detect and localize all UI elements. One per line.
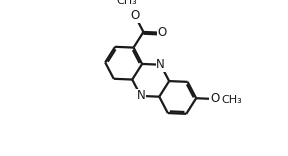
Text: N: N [156,58,165,71]
Text: O: O [210,93,219,105]
Text: O: O [130,9,139,22]
Text: N: N [137,89,145,102]
Text: O: O [157,26,166,39]
Text: CH₃: CH₃ [221,95,242,105]
Text: CH₃: CH₃ [117,0,138,6]
